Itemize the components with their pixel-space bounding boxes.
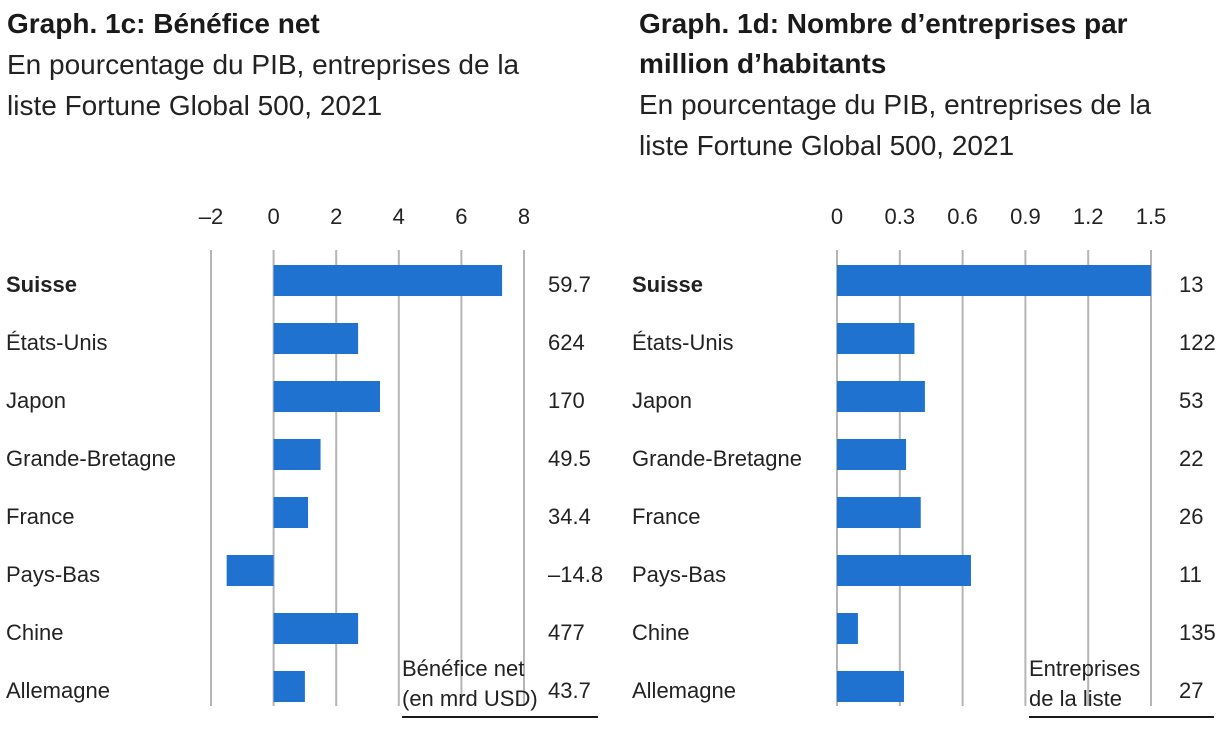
chart-title: Graph. 1c: Bénéfice net bbox=[7, 8, 320, 39]
chart-subtitle-line-1: En pourcentage du PIB, entreprises de la bbox=[7, 49, 520, 80]
bar bbox=[837, 439, 907, 470]
category-label: Japon bbox=[6, 388, 66, 413]
bar bbox=[273, 613, 359, 644]
bar bbox=[273, 381, 381, 412]
bar-chart-1c: –2 0 2 4 6 8 Suisse 59.7 États-Unis 624 Japon 170 Gr… bbox=[6, 204, 603, 718]
chart-title-line-2: million d’habitants bbox=[639, 48, 887, 79]
value-label: 13 bbox=[1179, 272, 1203, 297]
bar bbox=[273, 323, 359, 354]
chart-subtitle-line-2: liste Fortune Global 500, 2021 bbox=[639, 130, 1015, 161]
x-tick-label: 1.5 bbox=[1136, 204, 1167, 229]
value-label: –14.8 bbox=[548, 562, 603, 587]
value-label: 624 bbox=[548, 330, 585, 355]
value-label: 11 bbox=[1179, 562, 1202, 587]
chart-subtitle-line-1: En pourcentage du PIB, entreprises de la bbox=[639, 89, 1152, 120]
bar bbox=[837, 671, 904, 702]
x-tick-label: 0.6 bbox=[947, 204, 978, 229]
bar bbox=[273, 671, 305, 702]
x-tick-label: 2 bbox=[330, 204, 342, 229]
x-tick-label: –2 bbox=[199, 204, 223, 229]
x-tick-label: 0 bbox=[267, 204, 279, 229]
value-label: 170 bbox=[548, 388, 585, 413]
x-tick-label: 6 bbox=[455, 204, 467, 229]
bar bbox=[273, 497, 309, 528]
x-tick-label: 0 bbox=[831, 204, 843, 229]
x-tick-label: 0.9 bbox=[1010, 204, 1041, 229]
x-tick-label: 1.2 bbox=[1073, 204, 1104, 229]
value-label: 122 bbox=[1179, 330, 1216, 355]
chart-title-line-1: Graph. 1d: Nombre d’entreprises par bbox=[639, 8, 1128, 39]
bar bbox=[837, 613, 858, 644]
category-label: Chine bbox=[632, 620, 689, 645]
side-label-caption-line-1: Bénéfice net bbox=[402, 656, 524, 681]
value-label: 49.5 bbox=[548, 446, 591, 471]
category-label: Grande-Bretagne bbox=[632, 446, 802, 471]
category-label: Grande-Bretagne bbox=[6, 446, 176, 471]
chart-panel-1c: Graph. 1c: Bénéfice net En pourcentage d… bbox=[6, 8, 603, 718]
x-tick-label: 4 bbox=[393, 204, 405, 229]
value-label: 34.4 bbox=[548, 504, 591, 529]
category-label: Allemagne bbox=[632, 678, 736, 703]
category-label: Suisse bbox=[6, 272, 77, 297]
category-label: États-Unis bbox=[632, 330, 733, 355]
bar bbox=[273, 265, 503, 296]
category-label: Suisse bbox=[632, 272, 703, 297]
category-label: Allemagne bbox=[6, 678, 110, 703]
category-label: France bbox=[6, 504, 74, 529]
bar bbox=[226, 555, 274, 586]
category-label: Pays-Bas bbox=[632, 562, 726, 587]
value-label: 477 bbox=[548, 620, 585, 645]
category-label: Japon bbox=[632, 388, 692, 413]
bar bbox=[273, 439, 321, 470]
chart-subtitle-line-2: liste Fortune Global 500, 2021 bbox=[7, 90, 383, 121]
chart-panel-1d: Graph. 1d: Nombre d’entreprises par mill… bbox=[628, 0, 1225, 744]
bar-chart-1d: 0 0.3 0.6 0.9 1.2 1.5 Suisse 13 États-Unis 122 Jap… bbox=[632, 204, 1216, 718]
value-label: 26 bbox=[1179, 504, 1203, 529]
category-label: États-Unis bbox=[6, 330, 107, 355]
side-label-caption-line-1: Entreprises bbox=[1029, 656, 1140, 681]
bar bbox=[837, 497, 921, 528]
bar bbox=[837, 381, 925, 412]
value-label: 59.7 bbox=[548, 272, 591, 297]
value-label: 22 bbox=[1179, 446, 1203, 471]
value-label: 27 bbox=[1179, 678, 1203, 703]
bar bbox=[837, 555, 971, 586]
side-label-caption-line-2: (en mrd USD) bbox=[402, 686, 538, 711]
x-tick-label: 8 bbox=[518, 204, 530, 229]
bar bbox=[837, 323, 915, 354]
value-label: 135 bbox=[1179, 620, 1216, 645]
value-label: 43.7 bbox=[548, 678, 591, 703]
side-label-caption-line-2: de la liste bbox=[1029, 686, 1122, 711]
value-label: 53 bbox=[1179, 388, 1203, 413]
category-label: France bbox=[632, 504, 700, 529]
x-tick-label: 0.3 bbox=[885, 204, 916, 229]
category-label: Pays-Bas bbox=[6, 562, 100, 587]
category-label: Chine bbox=[6, 620, 63, 645]
bar bbox=[837, 265, 1151, 296]
